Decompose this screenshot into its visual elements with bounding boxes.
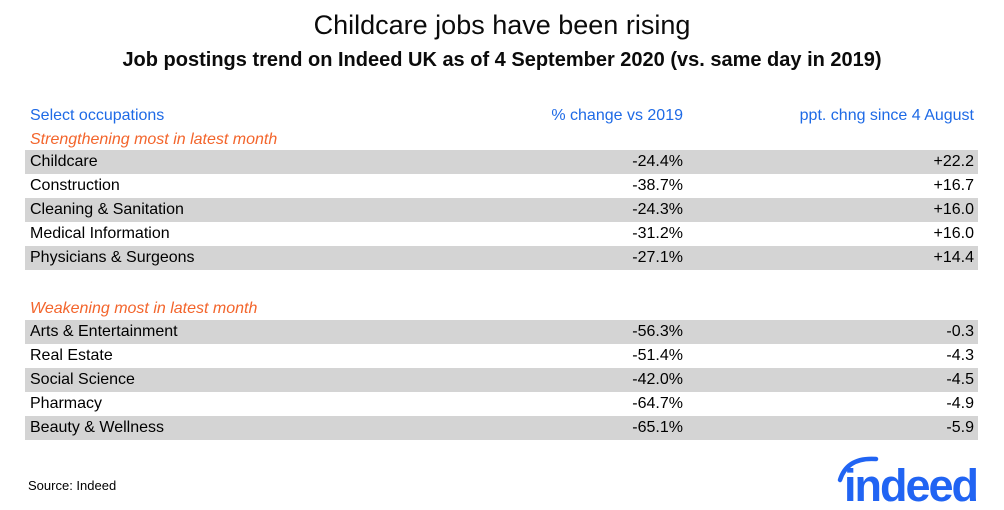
ppt-change-cell: -0.3 [946,323,974,340]
occupation-cell: Real Estate [30,347,113,364]
pct-change-cell: -24.4% [632,153,683,170]
section-gap [25,270,978,298]
ppt-change-cell: +16.0 [933,201,974,218]
ppt-change-cell: -4.5 [946,371,974,388]
source-note: Source: Indeed [28,478,117,493]
pct-change-cell: -64.7% [632,395,683,412]
section-label-weakening: Weakening most in latest month [30,300,258,317]
occupation-cell: Childcare [30,153,98,170]
page-subtitle: Job postings trend on Indeed UK as of 4 … [122,49,882,71]
page-title: Childcare jobs have been rising [313,10,691,40]
table-row: Real Estate -51.4% -4.3 [25,344,978,368]
table-row: Social Science -42.0% -4.5 [25,368,978,392]
table-row: Medical Information -31.2% +16.0 [25,222,978,246]
table-row: Childcare -24.4% +22.2 [25,150,978,174]
ppt-change-cell: -5.9 [946,419,974,436]
ppt-change-cell: -4.3 [946,347,974,364]
indeed-logo-arc-icon [837,456,879,483]
indeed-logo: indeed [837,456,979,506]
table-row: Pharmacy -64.7% -4.9 [25,392,978,416]
ppt-change-cell: +22.2 [933,153,974,170]
occupation-cell: Medical Information [30,225,170,242]
table-header-row: Select occupations % change vs 2019 ppt.… [25,104,978,130]
indeed-logo-text: indeed [844,460,977,506]
strengthening-rows: Childcare -24.4% +22.2 Construction -38.… [25,150,978,270]
table-row: Beauty & Wellness -65.1% -5.9 [25,416,978,440]
header-pct-change: % change vs 2019 [551,107,683,124]
table-row: Cleaning & Sanitation -24.3% +16.0 [25,198,978,222]
pct-change-cell: -56.3% [632,323,683,340]
occupations-table: Select occupations % change vs 2019 ppt.… [25,104,978,440]
pct-change-cell: -31.2% [632,225,683,242]
pct-change-cell: -51.4% [632,347,683,364]
occupation-cell: Pharmacy [30,395,103,412]
header-ppt-change: ppt. chng since 4 August [799,107,974,124]
ppt-change-cell: +14.4 [933,249,974,266]
weakening-rows: Arts & Entertainment -56.3% -0.3 Real Es… [25,320,978,440]
occupation-cell: Social Science [30,371,135,388]
ppt-change-cell: +16.0 [933,225,974,242]
occupation-cell: Beauty & Wellness [30,419,164,436]
table-row: Physicians & Surgeons -27.1% +14.4 [25,246,978,270]
header-select-occupations: Select occupations [30,107,165,124]
pct-change-cell: -38.7% [632,177,683,194]
pct-change-cell: -27.1% [632,249,683,266]
pct-change-cell: -24.3% [632,201,683,218]
ppt-change-cell: +16.7 [933,177,974,194]
ppt-change-cell: -4.9 [946,395,974,412]
pct-change-cell: -65.1% [632,419,683,436]
occupation-cell: Cleaning & Sanitation [30,201,184,218]
table-row: Arts & Entertainment -56.3% -0.3 [25,320,978,344]
pct-change-cell: -42.0% [632,371,683,388]
occupation-cell: Construction [30,177,120,194]
occupation-cell: Arts & Entertainment [30,323,178,340]
section-label-strengthening: Strengthening most in latest month [30,131,278,148]
table-row: Construction -38.7% +16.7 [25,174,978,198]
occupation-cell: Physicians & Surgeons [30,249,195,266]
